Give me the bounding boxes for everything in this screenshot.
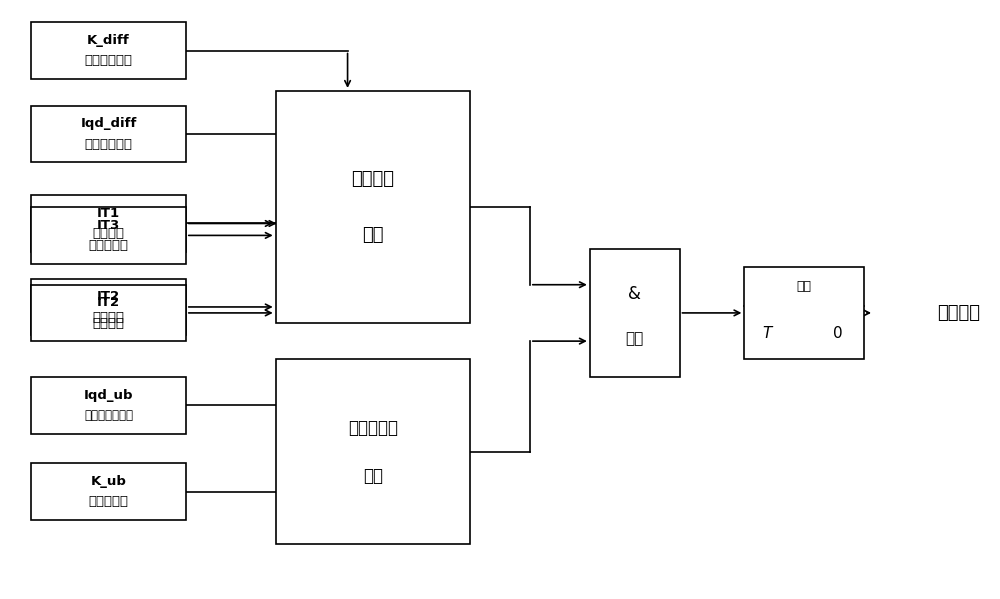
- Bar: [31, 22, 186, 79]
- Text: &: &: [628, 285, 641, 302]
- Text: 首端电流: 首端电流: [93, 227, 125, 240]
- Text: 不平衡启动定值: 不平衡启动定值: [84, 409, 133, 422]
- Text: 原理: 原理: [363, 467, 383, 485]
- Bar: [276, 91, 470, 323]
- Text: IT1: IT1: [97, 207, 120, 220]
- Text: Iqd_ub: Iqd_ub: [84, 389, 133, 402]
- Text: 差动保护: 差动保护: [351, 170, 394, 188]
- Text: 穿越电流: 穿越电流: [93, 317, 125, 329]
- Bar: [31, 464, 186, 520]
- Text: 不平衡保护: 不平衡保护: [348, 419, 398, 437]
- Text: 保护动作: 保护动作: [937, 304, 980, 322]
- Text: K_ub: K_ub: [91, 475, 127, 488]
- Text: 差动启动定值: 差动启动定值: [85, 138, 133, 151]
- Text: Iqd_diff: Iqd_diff: [80, 117, 137, 131]
- Bar: [590, 249, 680, 377]
- Text: K_diff: K_diff: [87, 34, 130, 47]
- Text: 尾端电流: 尾端电流: [93, 311, 125, 323]
- Bar: [31, 279, 186, 335]
- Text: 差动比例系数: 差动比例系数: [85, 55, 133, 67]
- Text: IT2: IT2: [97, 297, 120, 309]
- Bar: [744, 267, 864, 359]
- Text: 0: 0: [833, 326, 842, 341]
- Text: IT3: IT3: [97, 219, 120, 232]
- Text: 延时: 延时: [797, 280, 812, 293]
- Text: 不平衡电流: 不平衡电流: [89, 239, 129, 252]
- Text: 与门: 与门: [626, 331, 644, 346]
- Bar: [31, 377, 186, 434]
- Text: IT2: IT2: [97, 291, 120, 303]
- Text: 不平衡系数: 不平衡系数: [89, 495, 129, 509]
- Text: $T$: $T$: [762, 325, 774, 341]
- Bar: [31, 195, 186, 252]
- Bar: [31, 207, 186, 264]
- Text: 原理: 原理: [362, 226, 384, 244]
- Bar: [31, 285, 186, 341]
- Bar: [276, 359, 470, 544]
- Bar: [31, 106, 186, 162]
